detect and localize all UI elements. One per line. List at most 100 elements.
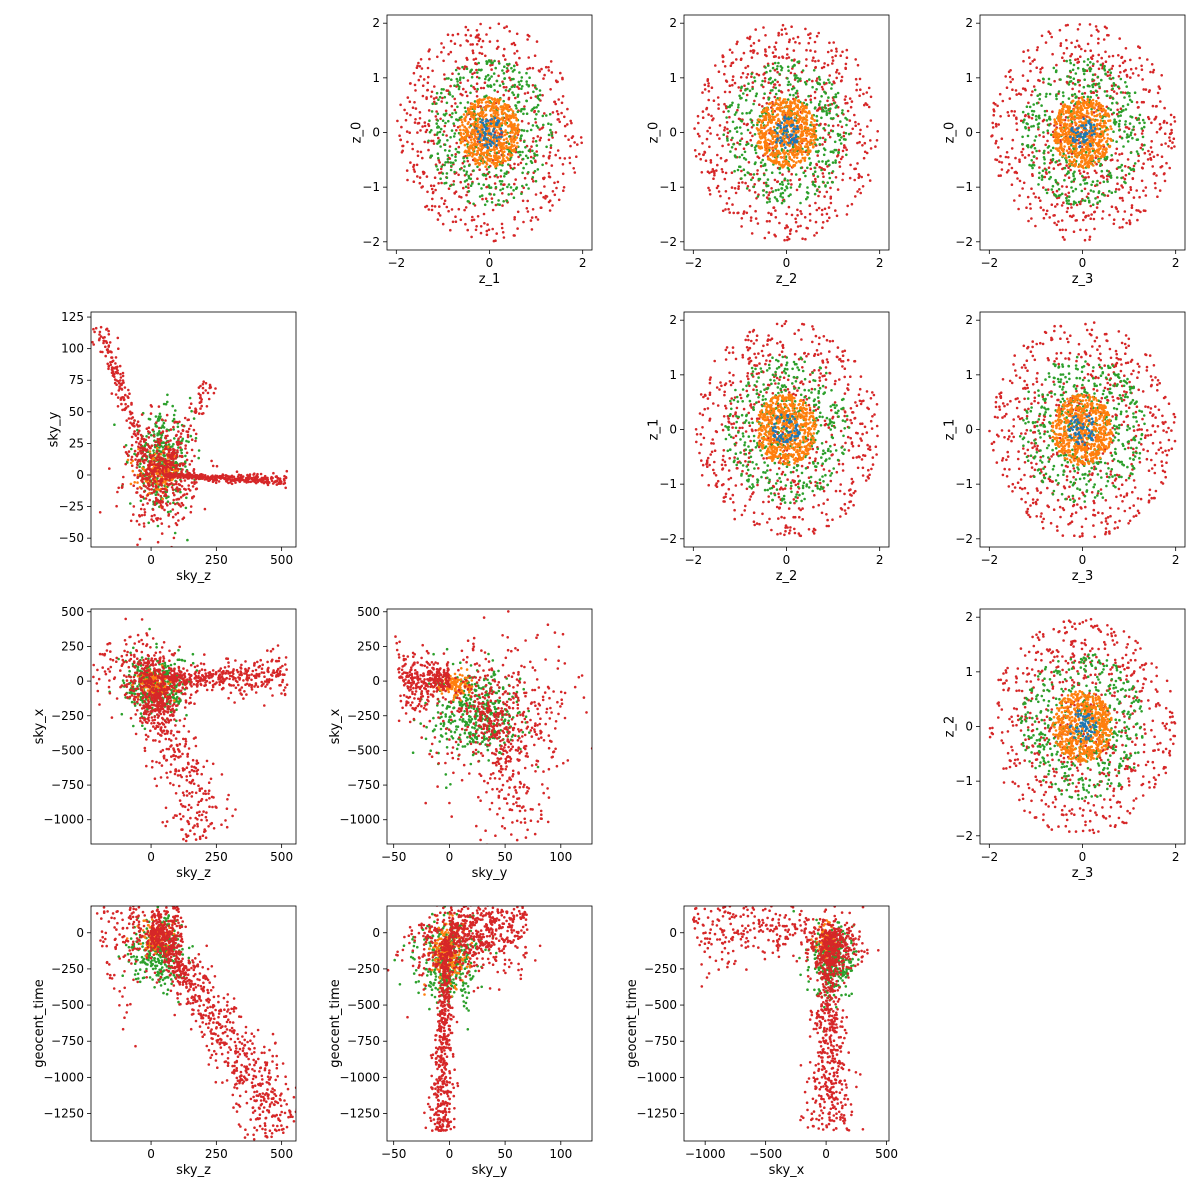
data-point <box>462 67 466 71</box>
data-point <box>754 161 757 164</box>
data-point <box>532 180 535 183</box>
data-point <box>1030 109 1034 113</box>
data-point <box>452 135 456 138</box>
data-point <box>1051 153 1055 157</box>
data-point <box>867 173 870 177</box>
data-point <box>791 165 795 169</box>
data-point <box>505 117 509 121</box>
data-point <box>1138 113 1142 117</box>
data-point <box>472 117 476 120</box>
data-point <box>742 212 745 215</box>
data-point <box>440 50 443 54</box>
data-point <box>796 225 800 228</box>
data-point <box>725 121 729 124</box>
data-point <box>567 138 570 141</box>
data-point <box>438 130 442 134</box>
data-point <box>540 127 543 130</box>
data-point <box>1104 111 1107 114</box>
data-point <box>485 233 489 236</box>
data-point <box>794 127 798 131</box>
data-point <box>758 141 762 145</box>
data-point <box>526 129 529 133</box>
data-point <box>1021 187 1024 190</box>
data-point <box>544 65 548 69</box>
data-point <box>556 149 560 152</box>
data-point <box>453 170 456 174</box>
data-point <box>486 151 489 155</box>
data-point <box>816 81 819 84</box>
data-point <box>760 126 763 130</box>
data-point <box>1082 211 1085 214</box>
data-point <box>1079 228 1082 232</box>
data-point <box>1021 153 1024 157</box>
data-point <box>796 208 799 212</box>
data-point <box>499 98 502 101</box>
data-point <box>790 59 794 62</box>
data-point <box>467 146 471 149</box>
data-point <box>1118 129 1121 132</box>
data-point <box>1033 139 1037 142</box>
data-point <box>827 96 830 99</box>
data-point <box>485 163 489 166</box>
data-point <box>1078 23 1082 26</box>
data-point <box>516 141 519 145</box>
data-point <box>446 33 450 36</box>
data-point <box>512 41 516 45</box>
data-point <box>1112 84 1116 87</box>
data-point <box>805 58 808 61</box>
data-point <box>515 49 519 53</box>
data-point <box>832 101 836 105</box>
data-point <box>475 43 479 46</box>
data-point <box>510 66 513 70</box>
data-point <box>427 75 430 79</box>
data-point <box>549 123 553 126</box>
data-point <box>490 136 493 139</box>
data-point <box>1048 32 1052 35</box>
data-point <box>514 61 518 64</box>
data-point <box>1169 113 1173 117</box>
data-point <box>510 140 513 143</box>
data-point <box>1115 92 1119 95</box>
data-point <box>557 98 560 101</box>
data-point <box>773 45 776 49</box>
data-point <box>731 136 734 140</box>
data-point <box>764 118 768 121</box>
data-point <box>541 163 544 167</box>
data-point <box>1083 182 1087 185</box>
data-point <box>1143 121 1146 125</box>
data-point <box>828 111 831 115</box>
data-point <box>458 85 461 88</box>
data-point <box>479 68 483 72</box>
data-point <box>550 71 554 74</box>
data-point <box>442 88 445 91</box>
data-point <box>798 178 802 181</box>
data-point <box>487 184 491 187</box>
data-point <box>465 172 468 176</box>
data-point <box>1133 162 1137 165</box>
data-point <box>532 90 535 94</box>
data-point <box>1068 124 1071 128</box>
data-point <box>1082 72 1086 76</box>
data-point <box>1018 160 1021 163</box>
data-point <box>454 147 458 151</box>
data-point <box>1052 66 1056 70</box>
data-point <box>753 99 756 103</box>
data-point <box>799 126 802 130</box>
data-point <box>1049 149 1053 152</box>
data-point <box>703 151 707 154</box>
data-point <box>1080 189 1084 193</box>
data-point <box>826 181 829 184</box>
data-point <box>464 154 467 158</box>
data-point <box>1038 92 1042 96</box>
data-point <box>484 156 488 159</box>
data-point <box>789 134 793 138</box>
data-point <box>479 129 482 133</box>
data-point <box>1137 105 1140 109</box>
data-point <box>1059 42 1063 45</box>
data-point <box>504 89 508 92</box>
data-point <box>428 130 432 134</box>
data-point <box>857 122 860 126</box>
data-point <box>1085 228 1088 232</box>
data-point <box>759 164 763 168</box>
data-point <box>531 107 534 111</box>
